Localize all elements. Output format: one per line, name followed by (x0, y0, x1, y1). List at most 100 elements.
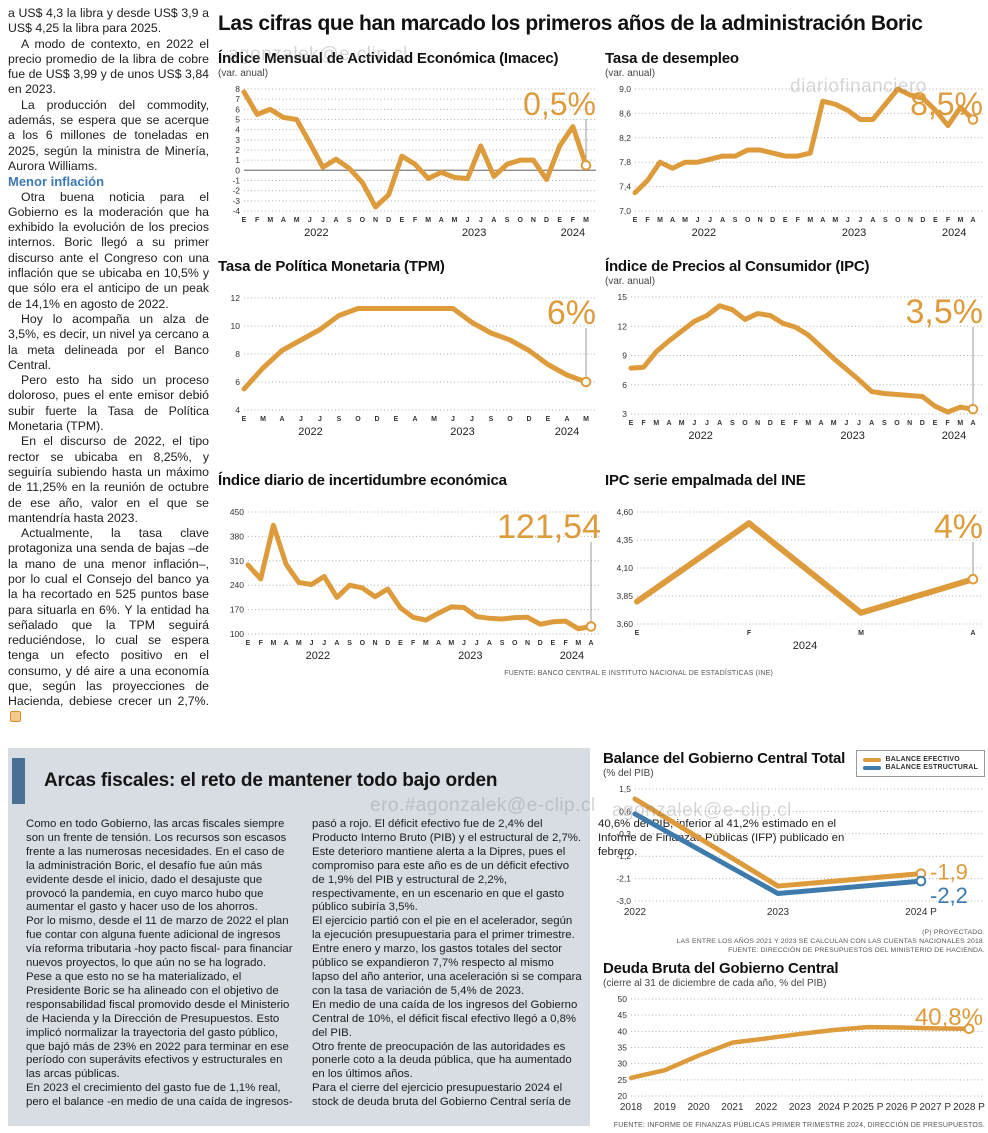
svg-text:N: N (755, 420, 760, 427)
chart-title: Índice diario de incertidumbre económica (218, 472, 507, 489)
svg-text:6: 6 (235, 377, 240, 387)
svg-text:3,5%: 3,5% (906, 293, 984, 331)
svg-text:2026 P: 2026 P (886, 1102, 918, 1113)
svg-text:2021: 2021 (721, 1102, 744, 1113)
svg-text:J: J (322, 640, 326, 647)
svg-text:J: J (857, 420, 861, 427)
chart-title: Tasa de desempleo (605, 50, 739, 67)
svg-text:O: O (355, 416, 361, 423)
svg-text:M: M (448, 640, 454, 647)
svg-text:100: 100 (230, 629, 244, 639)
tpm-plot: 12 10 8 6 4 E M A J J S O D E A M J J S O D E A M 2022 2023 2024 6% (218, 290, 598, 445)
svg-text:O: O (512, 640, 518, 647)
svg-text:-0,3: -0,3 (616, 829, 631, 839)
svg-text:M: M (270, 640, 276, 647)
svg-text:A: A (334, 640, 339, 647)
svg-text:6: 6 (622, 380, 627, 390)
paragraph: a US$ 4,3 la libra y desde US$ 3,9 a US$… (8, 6, 209, 36)
svg-text:3: 3 (235, 135, 240, 145)
svg-text:E: E (242, 416, 247, 423)
svg-text:D: D (920, 217, 925, 224)
chart-title: Deuda Bruta del Gobierno Central (603, 960, 839, 977)
svg-text:E: E (400, 217, 405, 224)
chart-imacec: Índice Mensual de Actividad Económica (I… (218, 50, 598, 246)
svg-text:D: D (768, 420, 773, 427)
legend-swatch-orange (862, 757, 881, 762)
svg-text:S: S (883, 217, 888, 224)
svg-text:2023: 2023 (450, 426, 474, 438)
chart-note: LAS ENTRE LOS AÑOS 2021 Y 2023 SE CALCUL… (676, 938, 985, 945)
svg-text:-1,9: -1,9 (930, 860, 968, 885)
paragraph: Otro frente de preocupación de las autor… (312, 1040, 572, 1081)
svg-text:A: A (439, 217, 444, 224)
svg-text:O: O (360, 640, 366, 647)
deuda-plot: 50 45 40 35 30 25 20 2018 2019 2020 2021 2022 2023 20… (603, 991, 986, 1121)
svg-text:15: 15 (618, 292, 628, 302)
svg-text:-1: -1 (232, 176, 240, 186)
svg-text:2024 P: 2024 P (818, 1102, 850, 1113)
svg-text:D: D (385, 640, 390, 647)
svg-text:1,5: 1,5 (619, 784, 631, 794)
svg-text:M: M (805, 420, 811, 427)
svg-text:A: A (869, 420, 874, 427)
svg-text:170: 170 (230, 605, 244, 615)
svg-text:F: F (794, 420, 799, 427)
svg-text:E: E (242, 217, 247, 224)
svg-text:A: A (279, 416, 284, 423)
paragraph: En el discurso de 2022, el tipo rector s… (8, 434, 209, 525)
svg-text:10: 10 (231, 321, 241, 331)
svg-text:M: M (583, 416, 589, 423)
svg-text:M: M (452, 217, 458, 224)
svg-text:8: 8 (235, 84, 240, 94)
svg-text:2022: 2022 (306, 650, 330, 662)
svg-text:S: S (337, 416, 342, 423)
svg-text:7,8: 7,8 (619, 157, 631, 167)
svg-text:25: 25 (618, 1075, 628, 1085)
svg-text:2023: 2023 (789, 1102, 812, 1113)
svg-text:N: N (373, 640, 378, 647)
svg-text:2023: 2023 (840, 430, 864, 442)
article-end-icon (10, 710, 21, 722)
chart-desempleo: Tasa de desempleo (var. anual) 9,0 8,6 8,2… (605, 50, 985, 246)
chart-source: FUENTE: BANCO CENTRAL E INSTITUTO NACION… (504, 670, 773, 677)
chart-subtitle: (cierre al 31 de diciembre de cada año, … (603, 978, 827, 989)
svg-text:-3,0: -3,0 (616, 896, 631, 906)
svg-text:2023: 2023 (462, 227, 486, 239)
bottom-article-columns: Como en todo Gobierno, las arcas fiscale… (26, 818, 844, 1118)
chart-title: Tasa de Política Monetaria (TPM) (218, 258, 445, 275)
left-article-column: a US$ 4,3 la libra y desde US$ 3,9 a US$… (8, 6, 209, 725)
svg-text:N: N (525, 640, 530, 647)
incertidumbre-plot: 450 380 310 240 170 100 E F M A M J J A S O N D E F M A M J J A S O… (218, 504, 778, 669)
article-subhead: Menor inflación (8, 174, 105, 190)
svg-text:0: 0 (235, 165, 240, 175)
svg-text:J: J (475, 640, 479, 647)
svg-text:S: S (489, 416, 494, 423)
svg-text:F: F (571, 217, 576, 224)
svg-text:5: 5 (235, 115, 240, 125)
svg-text:M: M (423, 640, 429, 647)
svg-text:F: F (796, 217, 801, 224)
svg-text:2024: 2024 (942, 227, 966, 239)
chart-ipc-empalmada: IPC serie empalmada del INE 4,60 4,35 4,10… (605, 472, 985, 659)
svg-text:45: 45 (618, 1010, 628, 1020)
svg-text:S: S (347, 217, 352, 224)
svg-text:M: M (832, 217, 838, 224)
svg-text:F: F (747, 630, 752, 637)
svg-text:O: O (518, 217, 524, 224)
svg-text:F: F (946, 217, 951, 224)
ipc-plot: 15 12 9 6 3 E F M A M J J A S O N D E F M A M J J A S O N D E F M A 2022 2… (605, 289, 988, 449)
svg-text:D: D (386, 217, 391, 224)
paragraph: Por lo mismo, desde el 11 de marzo de 20… (26, 915, 293, 970)
svg-text:8,2: 8,2 (619, 133, 631, 143)
svg-text:A: A (284, 640, 289, 647)
svg-text:A: A (666, 420, 671, 427)
svg-text:D: D (526, 416, 531, 423)
chart-legend: BALANCE EFECTIVO BALANCE ESTRUCTURAL (855, 750, 985, 777)
svg-text:A: A (487, 640, 492, 647)
svg-text:S: S (882, 420, 887, 427)
svg-text:D: D (374, 416, 379, 423)
svg-text:J: J (858, 217, 862, 224)
svg-text:-2,2: -2,2 (930, 883, 968, 908)
svg-text:2024 P: 2024 P (905, 907, 937, 918)
